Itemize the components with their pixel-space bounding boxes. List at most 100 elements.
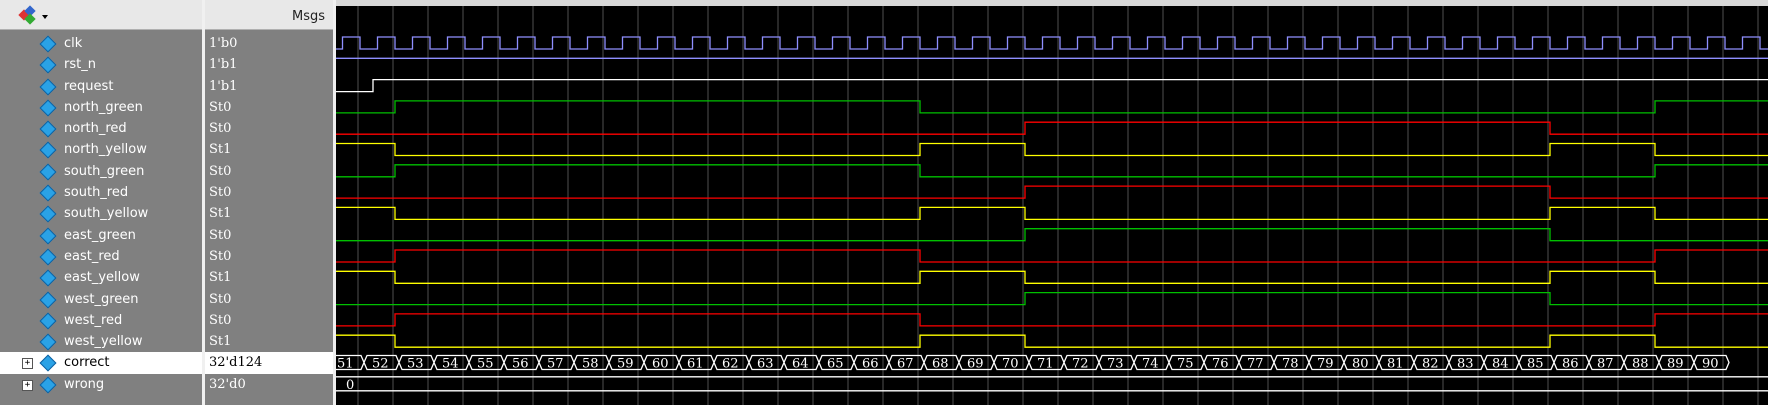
bus-value-label: 62	[722, 357, 739, 372]
bus-value-label: 66	[862, 357, 879, 372]
signal-row-south_green[interactable]: south_green	[0, 161, 202, 182]
value-row-east_red[interactable]: St0	[205, 246, 333, 267]
value-row-east_yellow[interactable]: St1	[205, 267, 333, 288]
bus-value-label: 76	[1212, 357, 1229, 372]
signal-row-request[interactable]: request	[0, 76, 202, 97]
signal-row-north_red[interactable]: north_red	[0, 118, 202, 139]
signal-value: St0	[209, 185, 232, 201]
value-row-north_red[interactable]: St0	[205, 118, 333, 139]
value-row-wrong[interactable]: 32'd0	[205, 374, 333, 395]
signal-name: west_yellow	[64, 334, 143, 350]
signal-name: north_green	[64, 99, 143, 115]
signal-row-east_red[interactable]: east_red	[0, 246, 202, 267]
wrong-bus-wave	[336, 376, 1768, 392]
signal-name: west_red	[64, 312, 123, 328]
value-row-south_green[interactable]: St0	[205, 161, 333, 182]
signal-diamond-icon	[39, 227, 57, 245]
bus-value-label: 89	[1667, 357, 1684, 372]
bus-value-label: 82	[1422, 357, 1439, 372]
bus-value-label: 71	[1037, 357, 1054, 372]
south_green-wave	[336, 164, 1768, 178]
value-row-west_yellow[interactable]: St1	[205, 331, 333, 352]
signal-row-west_yellow[interactable]: west_yellow	[0, 331, 202, 352]
signal-row-clk[interactable]: clk	[0, 33, 202, 54]
bus-value-label: 70	[1002, 357, 1019, 372]
names-header	[0, 0, 202, 30]
signal-name: east_green	[64, 227, 136, 243]
bus-value-label: 61	[687, 357, 704, 372]
signal-name: west_green	[64, 291, 139, 307]
signal-value: St1	[209, 270, 232, 286]
signal-name: south_red	[64, 185, 129, 201]
signal-name: north_red	[64, 121, 127, 137]
signal-row-west_red[interactable]: west_red	[0, 310, 202, 331]
signal-value: St0	[209, 163, 232, 179]
value-row-request[interactable]: 1'b1	[205, 76, 333, 97]
bus-value-label: 86	[1562, 357, 1579, 372]
signal-row-north_yellow[interactable]: north_yellow	[0, 139, 202, 160]
signal-diamond-icon	[39, 78, 57, 96]
signal-value: 32'd0	[209, 376, 246, 392]
waveform-pane[interactable]: 51 52 53 54 55 56 57 58 59 60 61 62 63 64 65 66 67 68 69 70…	[336, 0, 1768, 405]
wave-toolbar-icon[interactable]	[18, 5, 40, 25]
value-row-west_green[interactable]: St0	[205, 289, 333, 310]
signal-row-correct[interactable]: + correct	[0, 352, 202, 374]
bus-value-label: 75	[1177, 357, 1194, 372]
signal-value: St1	[209, 206, 232, 222]
values-pane: Msgs 1'b0 1'b1 1'b1 St0 St0 St1 St0 St0 St1 St0 St…	[205, 0, 333, 405]
west_green-wave	[336, 291, 1768, 306]
chevron-down-icon[interactable]	[42, 15, 48, 19]
signal-value: 1'b1	[209, 78, 238, 94]
expand-icon[interactable]: +	[22, 379, 33, 391]
signal-row-east_yellow[interactable]: east_yellow	[0, 267, 202, 288]
signal-value: 1'b1	[209, 57, 238, 73]
bus-value-label: 79	[1317, 357, 1334, 372]
value-row-west_red[interactable]: St0	[205, 310, 333, 331]
value-row-north_yellow[interactable]: St1	[205, 139, 333, 160]
request-wave	[336, 78, 1768, 93]
value-list: 1'b0 1'b1 1'b1 St0 St0 St1 St0 St0 St1 St0 St0 St1 S…	[205, 33, 333, 395]
bus-value-label: 63	[757, 357, 774, 372]
signal-value: St1	[209, 142, 232, 158]
signal-row-south_red[interactable]: south_red	[0, 182, 202, 203]
value-row-clk[interactable]: 1'b0	[205, 33, 333, 54]
east_green-wave	[336, 228, 1768, 242]
bus-value-label: 52	[372, 357, 389, 372]
signal-name: correct	[64, 355, 110, 371]
bus-value-label: 60	[652, 357, 669, 372]
bus-value-label: 81	[1387, 357, 1404, 372]
value-row-south_red[interactable]: St0	[205, 182, 333, 203]
value-row-east_green[interactable]: St0	[205, 225, 333, 246]
signal-diamond-icon	[39, 56, 57, 74]
bus-value-label: 55	[477, 357, 494, 372]
bus-value-label: 51	[337, 357, 354, 372]
signal-row-wrong[interactable]: + wrong	[0, 374, 202, 395]
signal-name: south_green	[64, 163, 145, 179]
pane-splitter-left[interactable]	[202, 0, 205, 405]
correct-bus-wave	[336, 354, 1730, 371]
west_yellow-wave	[336, 334, 1768, 348]
signal-diamond-icon	[39, 184, 57, 202]
value-row-north_green[interactable]: St0	[205, 97, 333, 118]
value-row-rst_n[interactable]: 1'b1	[205, 54, 333, 75]
bus-value-label: 74	[1142, 357, 1159, 372]
signal-row-east_green[interactable]: east_green	[0, 225, 202, 246]
signal-row-west_green[interactable]: west_green	[0, 289, 202, 310]
wrong-bus-value-label: 0	[346, 378, 354, 393]
signal-value: St0	[209, 291, 232, 307]
pane-splitter-right[interactable]	[333, 0, 336, 405]
bus-value-label: 87	[1597, 357, 1614, 372]
waveform-canvas[interactable]: 51 52 53 54 55 56 57 58 59 60 61 62 63 64 65 66 67 68 69 70…	[336, 0, 1768, 405]
signal-row-south_yellow[interactable]: south_yellow	[0, 203, 202, 224]
signal-diamond-icon	[39, 99, 57, 117]
signal-row-north_green[interactable]: north_green	[0, 97, 202, 118]
value-row-south_yellow[interactable]: St1	[205, 203, 333, 224]
signal-diamond-icon	[39, 291, 57, 309]
expand-icon[interactable]: +	[22, 358, 33, 370]
value-row-correct[interactable]: 32'd124	[205, 352, 333, 374]
signal-name: south_yellow	[64, 206, 149, 222]
signal-value: 1'b0	[209, 36, 238, 51]
signal-row-rst_n[interactable]: rst_n	[0, 54, 202, 75]
signal-diamond-icon	[39, 269, 57, 287]
